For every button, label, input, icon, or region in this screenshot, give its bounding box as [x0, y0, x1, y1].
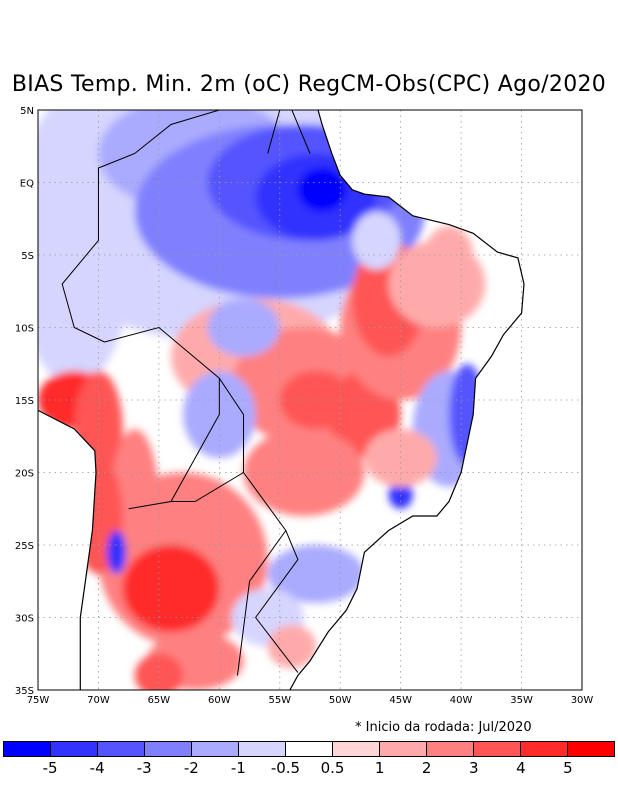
colorbar-label: 2: [421, 759, 432, 777]
lat-label: 30S: [15, 614, 34, 625]
lon-label: 35W: [510, 695, 533, 706]
lat-label: EQ: [20, 179, 34, 190]
bias-map: 5N EQ 5S 10S 15S 20S 25S 30S 35S 75W 70W 65W 60W 55W…: [15, 106, 594, 706]
map-title: BIAS Temp. Min. 2m (oC) RegCM-Obs(CPC) A…: [11, 72, 607, 97]
lat-label: 20S: [15, 469, 34, 480]
lon-labels: 75W 70W 65W 60W 55W 50W 45W 40W 35W 30W: [27, 695, 594, 706]
colorbar-label: 0.5: [320, 759, 345, 777]
colorbar-label: -0.5: [270, 759, 301, 777]
colorbar-swatch: [286, 742, 333, 756]
colorbar-label: -1: [230, 759, 246, 777]
lon-label: 30W: [571, 695, 594, 706]
colorbar-label: -4: [89, 759, 105, 777]
bias-region: [388, 479, 413, 509]
colorbar-label: 1: [374, 759, 385, 777]
colorbar-swatch: [239, 742, 286, 756]
lat-label: 35S: [15, 686, 34, 697]
lon-label: 75W: [27, 695, 50, 706]
colorbar-label: 3: [468, 759, 479, 777]
bias-region: [297, 168, 347, 212]
bias-region: [122, 545, 220, 632]
colorbar-label: 4: [516, 759, 526, 777]
bias-region: [352, 211, 401, 270]
colorbar-swatch: [427, 742, 474, 756]
colorbar-label: -5: [42, 759, 58, 777]
lat-labels: 5N EQ 5S 10S 15S 20S 25S 30S 35S: [15, 106, 34, 697]
lon-label: 60W: [208, 695, 231, 706]
colorbar-label: 5: [563, 759, 573, 777]
lon-label: 40W: [450, 695, 473, 706]
colorbar-swatch: [474, 742, 521, 756]
lat-label: 5S: [21, 251, 34, 262]
colorbar-swatch: [4, 742, 51, 756]
country-border: [170, 472, 244, 502]
bias-region: [267, 624, 317, 669]
country-border: [61, 110, 220, 343]
bias-region: [134, 653, 184, 690]
bias-region: [424, 226, 474, 284]
lon-label: 55W: [268, 695, 291, 706]
bias-region: [106, 530, 127, 574]
lon-label: 70W: [87, 695, 110, 706]
map-frame: [37, 109, 583, 691]
country-border: [291, 110, 311, 154]
lon-label: 65W: [148, 695, 171, 706]
colorbar: [3, 741, 615, 757]
country-border: [128, 378, 220, 510]
lon-label: 45W: [389, 695, 412, 706]
bias-region: [449, 363, 486, 466]
lat-label: 5N: [20, 106, 34, 117]
lat-label: 25S: [15, 541, 34, 552]
colorbar-swatch: [192, 742, 239, 756]
colorbar-swatch: [51, 742, 98, 756]
bias-region: [207, 298, 280, 357]
colorbar-swatch: [333, 742, 380, 756]
bias-region: [243, 429, 365, 516]
colorbar-swatch: [568, 742, 614, 756]
lon-label: 50W: [329, 695, 352, 706]
coastline: [38, 110, 525, 690]
country-border: [267, 110, 281, 154]
colorbar-label: -3: [136, 759, 152, 777]
lat-label: 15S: [15, 396, 34, 407]
colorbar-swatch: [521, 742, 568, 756]
run-start-note: * Inicio da rodada: Jul/2020: [355, 720, 532, 735]
colorbar-label: -2: [183, 759, 199, 777]
colorbar-swatch: [145, 742, 192, 756]
country-borders: [61, 110, 311, 676]
country-border: [236, 530, 287, 676]
colorbar-swatch: [380, 742, 427, 756]
lat-label: 10S: [15, 324, 34, 335]
colorbar-swatch: [98, 742, 145, 756]
